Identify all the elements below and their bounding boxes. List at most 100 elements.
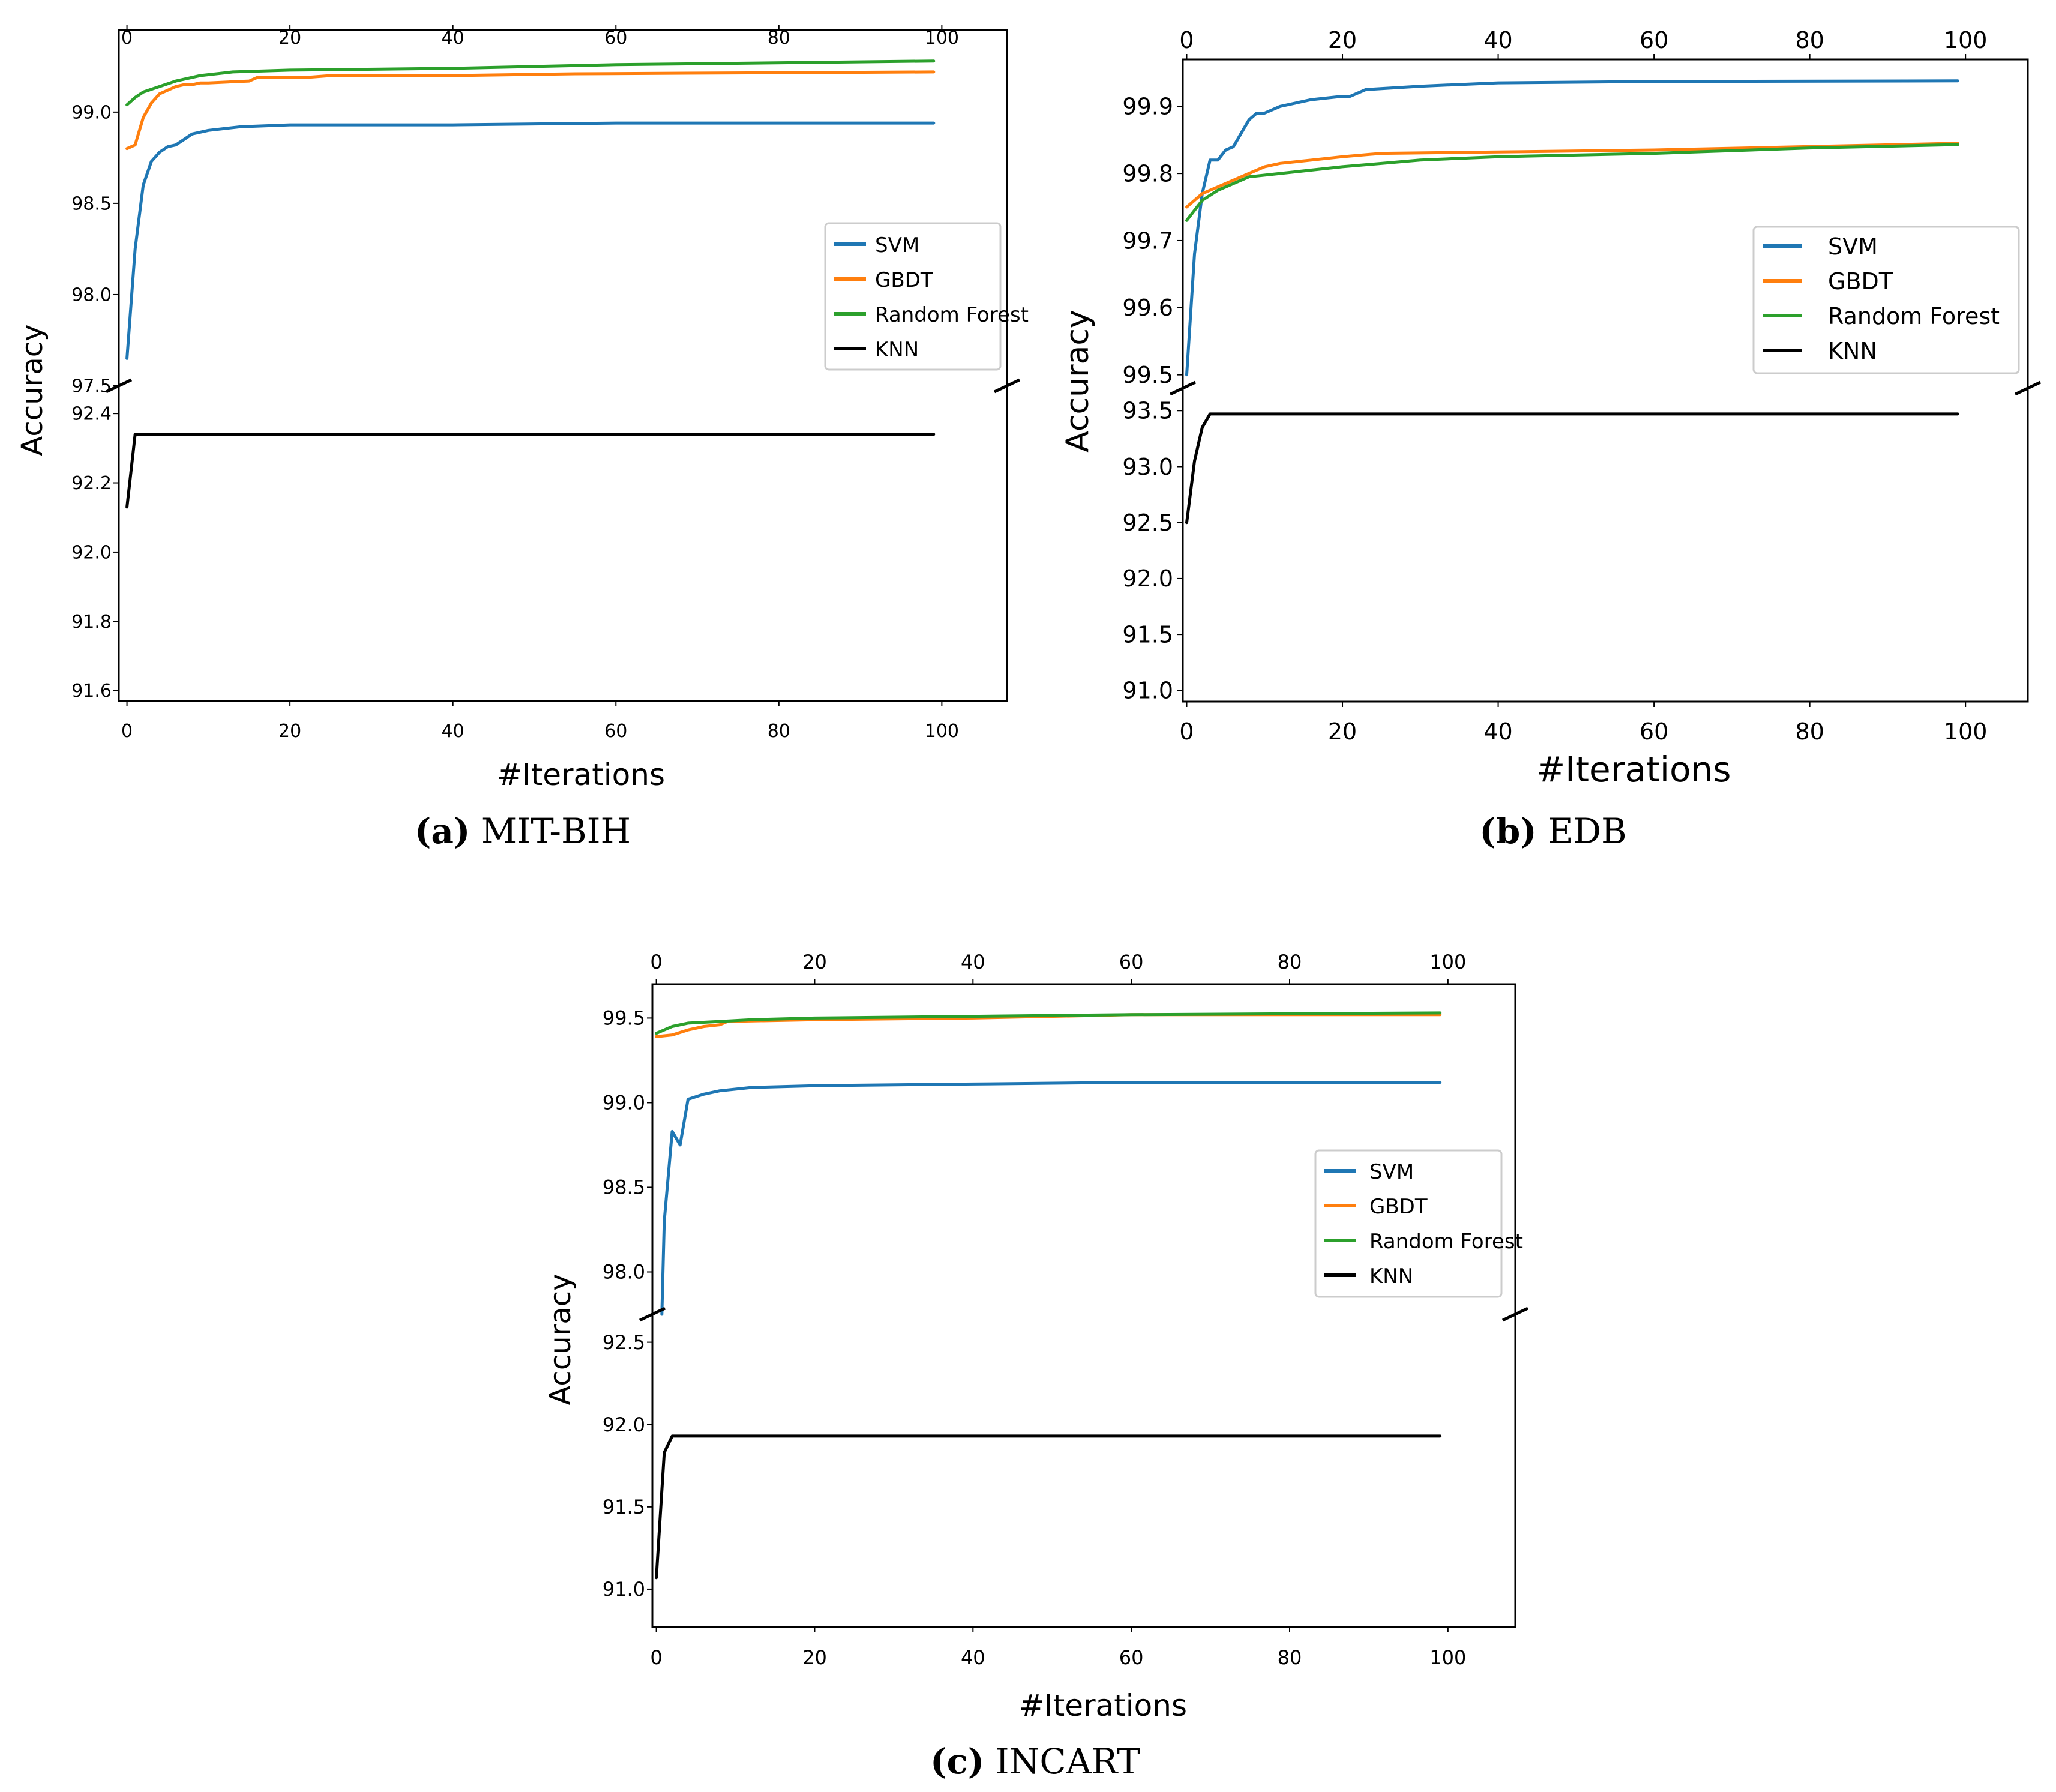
y-tick-label: 99.5 <box>603 1007 645 1030</box>
x-tick-top-label: 0 <box>1179 27 1194 53</box>
x-tick-bottom-label: 40 <box>442 721 464 742</box>
y-tick-label: 92.5 <box>603 1331 645 1354</box>
legend-label-svm: SVM <box>1369 1160 1414 1184</box>
series-line-knn <box>1185 412 1959 525</box>
y-tick-label: 98.0 <box>71 284 112 305</box>
legend-label-random-forest: Random Forest <box>1828 303 2000 329</box>
x-tick-top-label: 0 <box>650 951 662 973</box>
lower-plot-area <box>1185 412 1959 525</box>
chart-incart: 0 20 40 60 80 100 0 20 40 60 80 100 98.0 98.5 99.0 99… <box>544 951 1529 1782</box>
y-tick-label: 92.2 <box>71 473 112 494</box>
x-tick-top-label: 80 <box>1795 27 1824 53</box>
caption-letter: (b) <box>1479 811 1536 852</box>
x-tick-top-label: 40 <box>442 28 464 49</box>
legend-label-random-forest: Random Forest <box>875 303 1029 327</box>
y-tick-label: 98.0 <box>603 1261 645 1284</box>
y-axis-label: Accuracy <box>1060 310 1096 452</box>
upper-plot-area <box>1185 79 1959 377</box>
lower-plot-area <box>655 1434 1442 1580</box>
series-line-random-forest <box>125 59 936 107</box>
x-tick-bottom-label: 20 <box>802 1646 827 1669</box>
legend-label-svm: SVM <box>1828 233 1878 260</box>
y-tick-label: 99.7 <box>1122 227 1173 254</box>
series-line-svm <box>1185 79 1959 377</box>
x-tick-top-label: 20 <box>278 28 301 49</box>
x-tick-bottom-label: 80 <box>768 721 790 742</box>
y-tick-label: 92.0 <box>1122 565 1173 592</box>
y-tick-label: 99.6 <box>1122 295 1173 321</box>
legend-label-gbdt: GBDT <box>875 268 933 292</box>
x-axis-top: 0 20 40 60 80 100 <box>650 951 1466 984</box>
x-tick-top-label: 20 <box>802 951 827 973</box>
x-tick-bottom-label: 40 <box>961 1646 985 1669</box>
y-tick-label: 91.5 <box>603 1496 645 1518</box>
y-tick-label: 93.5 <box>1122 398 1173 424</box>
x-tick-bottom-label: 80 <box>1278 1646 1302 1669</box>
axis-break-marks <box>639 1306 1529 1322</box>
legend-box <box>824 222 1002 371</box>
y-axis: 98.0 98.5 99.0 99.5 91.0 91.5 92.0 92.5 <box>603 1007 652 1601</box>
y-tick-label: 91.8 <box>71 612 112 633</box>
x-tick-bottom-label: 0 <box>1179 718 1194 745</box>
y-tick-label: 93.0 <box>1122 454 1173 480</box>
y-tick-label: 98.5 <box>603 1176 645 1199</box>
x-tick-bottom-label: 60 <box>604 721 627 742</box>
x-axis-top: 0 20 40 60 80 100 <box>121 25 959 49</box>
x-tick-top-label: 80 <box>1278 951 1302 973</box>
axis-break-marks <box>1169 380 2042 396</box>
caption-letter: (c) <box>930 1741 984 1782</box>
x-axis-label: #Iterations <box>1536 749 1731 790</box>
caption-text: EDB <box>1548 811 1626 852</box>
legend: SVM GBDT Random Forest KNN <box>824 222 1029 371</box>
upper-plot-area <box>655 1011 1442 1316</box>
x-tick-top-label: 80 <box>768 28 790 49</box>
legend-label-knn: KNN <box>875 338 919 362</box>
y-axis-label: Accuracy <box>544 1273 577 1405</box>
series-line-random-forest <box>655 1011 1442 1035</box>
y-tick-label: 91.6 <box>71 681 112 702</box>
x-tick-top-label: 60 <box>1640 27 1668 53</box>
legend-box <box>1314 1149 1503 1298</box>
x-tick-top-label: 0 <box>121 28 133 49</box>
y-tick-label: 91.0 <box>603 1578 645 1601</box>
x-tick-bottom-label: 20 <box>1328 718 1357 745</box>
series-line-knn <box>655 1434 1442 1580</box>
upper-plot-area <box>125 59 936 360</box>
chart-edb: 0 20 40 60 80 100 0 20 40 60 80 100 99.599.699.799… <box>1060 27 2042 852</box>
y-tick-label: 91.0 <box>1122 678 1173 704</box>
caption: (b) EDB <box>1479 811 1626 852</box>
y-axis-label: Accuracy <box>16 324 49 456</box>
series-line-gbdt <box>1185 142 1959 209</box>
y-tick-label: 92.5 <box>1122 510 1173 536</box>
y-tick-label: 92.4 <box>71 404 112 425</box>
y-tick-label: 97.5 <box>71 376 112 397</box>
x-tick-bottom-label: 80 <box>1795 718 1824 745</box>
legend: SVM GBDT Random Forest KNN <box>1314 1149 1523 1298</box>
x-tick-bottom-label: 60 <box>1640 718 1668 745</box>
y-tick-label: 99.0 <box>71 102 112 123</box>
legend-label-random-forest: Random Forest <box>1369 1230 1523 1254</box>
plot-frame <box>118 29 1008 702</box>
x-tick-top-label: 60 <box>604 28 627 49</box>
series-line-knn <box>125 433 936 509</box>
series-line-svm <box>125 121 936 360</box>
y-tick-label: 99.0 <box>603 1092 645 1114</box>
y-axis: 97.5 98.0 98.5 99.0 91.6 91.8 92.0 92.2 92.4 <box>71 102 119 702</box>
chart-mit-bih: 0 20 40 60 80 100 0 20 40 60 80 100 97.5 98.0 98.5 99… <box>16 25 1029 852</box>
y-tick-label: 99.8 <box>1122 160 1173 187</box>
x-tick-bottom-label: 0 <box>121 721 133 742</box>
x-tick-bottom-label: 60 <box>1119 1646 1144 1669</box>
legend-label-svm: SVM <box>875 233 919 257</box>
caption-text: MIT-BIH <box>481 811 631 852</box>
y-tick-label: 91.5 <box>1122 621 1173 648</box>
legend-label-knn: KNN <box>1369 1264 1413 1288</box>
x-tick-top-label: 60 <box>1119 951 1144 973</box>
x-tick-top-label: 40 <box>1483 27 1512 53</box>
caption: (c) INCART <box>930 1741 1140 1782</box>
x-tick-top-label: 100 <box>1429 951 1466 973</box>
x-axis-bottom: 0 20 40 60 80 100 <box>1179 702 1987 745</box>
series-line-svm <box>660 1081 1442 1316</box>
x-tick-bottom-label: 0 <box>650 1646 662 1669</box>
x-axis-label: #Iterations <box>497 757 665 792</box>
